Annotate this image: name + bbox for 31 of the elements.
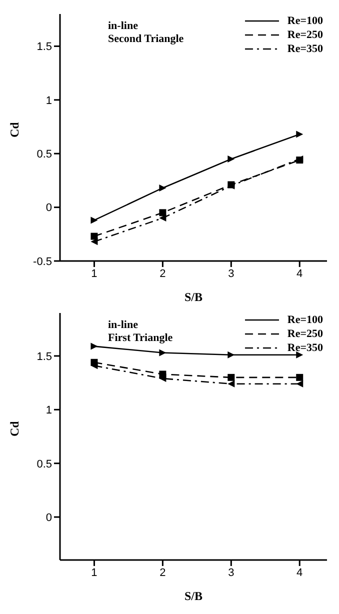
y-tick-label: 0.5 <box>36 458 52 470</box>
legend-label: Re=100 <box>287 15 323 27</box>
legend-label: Re=250 <box>287 328 323 340</box>
x-tick-label: 2 <box>160 268 166 280</box>
annotation: First Triangle <box>108 332 173 345</box>
x-axis-title: S/B <box>184 589 203 603</box>
x-tick-label: 1 <box>91 268 98 280</box>
y-tick-label: 1 <box>46 94 52 107</box>
annotation: Second Triangle <box>108 33 184 46</box>
x-tick-label: 1 <box>91 566 98 579</box>
y-axis-title: Cd <box>7 122 22 138</box>
annotation: in-line <box>108 20 139 33</box>
legend-label: Re=350 <box>287 342 323 354</box>
y-tick-label: 0.5 <box>36 148 52 161</box>
y-tick-label: 0 <box>46 202 52 214</box>
x-tick-label: 3 <box>228 566 234 579</box>
y-tick-label: -0.5 <box>33 256 52 268</box>
x-tick-label: 2 <box>160 566 166 579</box>
x-tick-label: 4 <box>296 268 303 280</box>
legend-label: Re=250 <box>287 29 323 41</box>
y-axis-title: Cd <box>7 420 22 436</box>
x-tick-label: 4 <box>296 566 303 579</box>
y-tick-label: 0 <box>46 512 52 524</box>
legend-label: Re=350 <box>287 43 323 55</box>
legend-label: Re=100 <box>287 314 323 326</box>
y-tick-label: 1.5 <box>36 41 52 54</box>
x-tick-label: 3 <box>228 268 234 280</box>
x-axis-title: S/B <box>184 290 203 304</box>
y-tick-label: 1.5 <box>36 350 52 363</box>
y-tick-label: 1 <box>46 404 52 417</box>
annotation: in-line <box>108 319 139 332</box>
